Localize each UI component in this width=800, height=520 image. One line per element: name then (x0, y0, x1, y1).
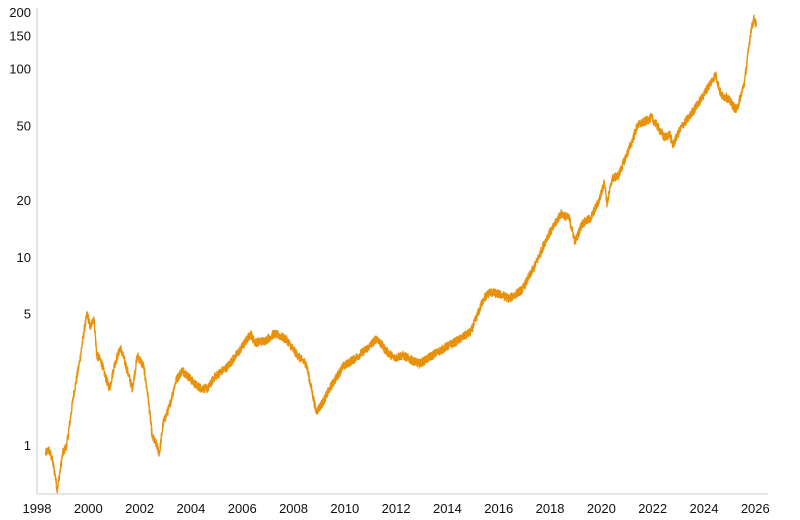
x-tick-label: 2012 (382, 501, 411, 516)
x-axis-labels: 1998 2000 2002 2004 2006 2008 2010 2012 2014 2016… (23, 501, 770, 516)
x-tick-label: 1998 (23, 501, 52, 516)
x-tick-label: 2006 (228, 501, 257, 516)
series-line (44, 14, 757, 494)
y-tick-label: 200 (9, 5, 31, 20)
y-tick-label: 1 (24, 438, 31, 453)
x-tick-label: 2004 (176, 501, 205, 516)
x-tick-label: 2000 (74, 501, 103, 516)
y-tick-label: 10 (17, 250, 31, 265)
x-tick-label: 2010 (330, 501, 359, 516)
x-tick-label: 2014 (433, 501, 462, 516)
y-tick-label: 150 (9, 29, 31, 44)
x-tick-label: 2002 (125, 501, 154, 516)
x-tick-label: 2022 (638, 501, 667, 516)
x-tick-label: 2016 (484, 501, 513, 516)
x-tick-label: 2026 (741, 501, 770, 516)
x-tick-label: 2008 (279, 501, 308, 516)
x-tick-label: 2024 (690, 501, 719, 516)
y-tick-label: 50 (17, 118, 31, 133)
y-tick-label: 100 (9, 62, 31, 77)
y-axis-labels: 1 5 10 20 50 100 150 200 (9, 5, 31, 453)
x-tick-label: 2020 (587, 501, 616, 516)
y-tick-label: 5 (24, 307, 31, 322)
y-tick-label: 20 (17, 193, 31, 208)
x-tick-label: 2018 (536, 501, 565, 516)
